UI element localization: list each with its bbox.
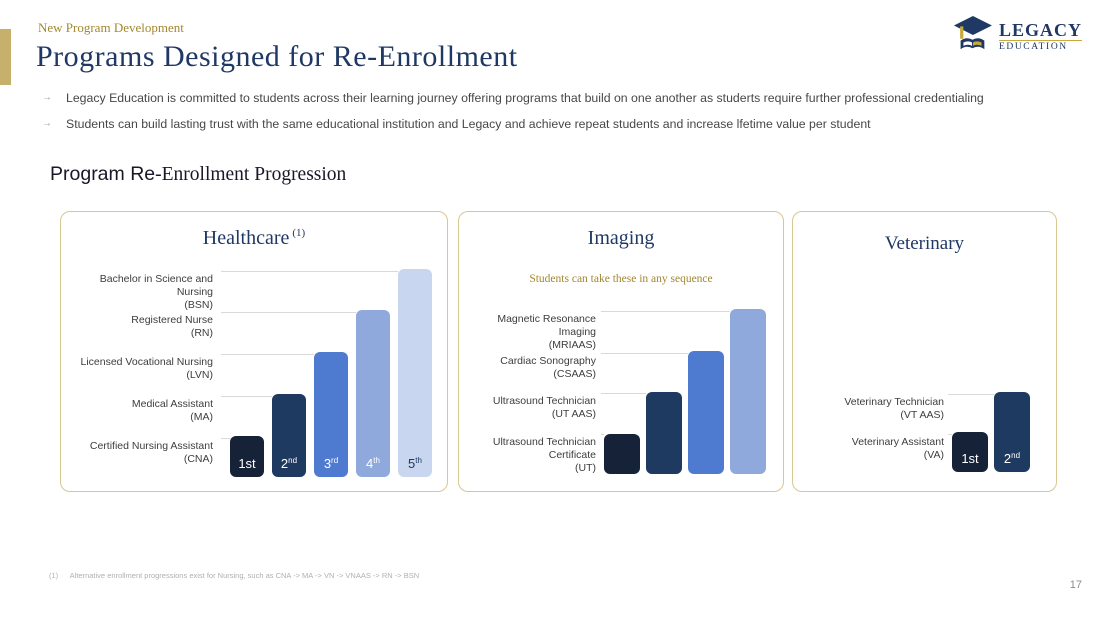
logo-wordmark-education: EDUCATION [998,42,1068,52]
bar-mriaas [730,309,766,474]
gridline [601,434,604,435]
bullet-text: Legacy Education is committed to student… [66,91,984,105]
arrow-icon: → [42,92,52,103]
section-heading-serif: -Enrollment Progression [155,164,347,185]
bar-order-label: 2nd [280,456,298,471]
panel-title-text: Healthcare [202,227,290,249]
bullet-list: → Legacy Education is committed to stude… [42,90,1087,132]
logo-wordmark-legacy: LEGACY [998,19,1082,40]
title-superscript: (1) [292,227,306,240]
footnote: (1) Alternative enrollment progressions … [49,571,419,580]
axis-label-rn: Registered Nurse (RN) [131,314,213,339]
bar-order-label: 2nd [1003,451,1021,466]
bar-ut [604,434,640,474]
panel-veterinary: Veterinary Veterinary Technician (VT AAS… [792,211,1057,492]
axis-label-ut: Ultrasound Technician Certificate (UT) [492,436,596,474]
gridline [601,353,688,354]
axis-label-ut-aas: Ultrasound Technician (UT AAS) [492,395,596,420]
gridline [221,354,314,355]
bar-cna-1st: 1st [230,436,264,477]
footnote-text: Alternative enrollment progressions exis… [69,571,420,580]
logo-divider [998,39,1082,41]
panel-title-imaging: Imaging [587,227,655,249]
page-title: Programs Designed for Re-Enrollment [36,40,518,73]
bar-order-label: 3rd [323,456,339,471]
gridline [601,311,730,312]
gold-accent-bar [0,29,11,85]
panel-healthcare: Healthcare (1) Bachelor in Science and Nu… [60,211,448,492]
axis-label-mriaas: Magnetic Resonance Imaging (MRIAAS) [497,313,596,351]
panel-title-veterinary: Veterinary [884,233,965,254]
section-heading-sans: Program Re [50,163,156,185]
axis-label-csaas: Cardiac Sonography (CSAAS) [500,355,596,380]
bar-ma-2nd: 2nd [272,394,306,477]
bar-order-label: 1st [238,456,256,471]
axis-label-ma: Medical Assistant (MA) [131,398,213,423]
bar-lvn-3rd: 3rd [314,352,348,477]
axis-label-vt-aas: Veterinary Technician (VT AAS) [844,396,944,421]
axis-label-lvn: Licensed Vocational Nursing (LVN) [80,356,213,381]
bar-order-label: 1st [961,451,979,466]
bullet-item: → Legacy Education is committed to stude… [42,90,1087,106]
arrow-icon: → [42,118,52,129]
bar-bsn-5th: 5th [398,269,432,477]
logo-text: LEGACY EDUCATION [998,19,1082,53]
gridline [221,312,356,313]
bar-csaas [688,351,724,474]
axis-label-va: Veterinary Assistant (VA) [851,436,944,461]
bar-va-1st: 1st [952,432,988,472]
panel-subtitle-imaging: Students can take these in any sequence [529,273,713,285]
axis-label-cna: Certified Nursing Assistant (CNA) [89,440,213,465]
gridline [601,393,646,394]
gridline [948,394,994,395]
bar-rn-4th: 4th [356,310,390,477]
bar-ut-aas [646,392,682,474]
panel-title-healthcare: Healthcare (1) [61,212,447,250]
bar-order-label: 5th [408,456,422,471]
gridline [221,396,272,397]
eyebrow-label: New Program Development [38,20,184,35]
section-heading: Program Re-Enrollment Progression [50,163,346,186]
legacy-education-logo: LEGACY EDUCATION [951,15,1082,58]
panel-imaging: Imaging Students can take these in any s… [458,211,784,492]
graduation-cap-icon [951,15,993,58]
axis-label-bsn: Bachelor in Science and Nursing (BSN) [99,273,213,311]
bullet-text: Students can build lasting trust with th… [66,117,871,131]
page-number: 17 [1069,579,1082,591]
bar-order-label: 4th [366,456,380,471]
gridline [948,434,952,435]
bullet-item: → Students can build lasting trust with … [42,116,1087,132]
gridline [221,271,398,272]
footnote-marker: (1) [49,571,59,580]
bar-vt-2nd: 2nd [994,392,1030,472]
gridline [221,438,230,439]
